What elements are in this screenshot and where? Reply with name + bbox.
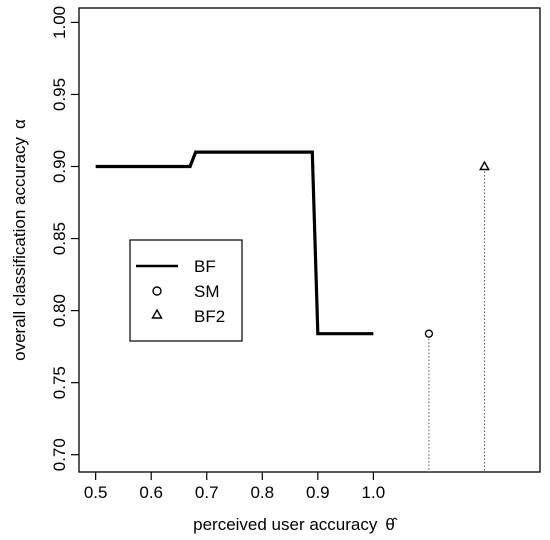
y-tick-label: 0.85: [50, 222, 69, 255]
y-tick-label: 0.90: [50, 150, 69, 183]
legend-sm-label: SM: [194, 282, 220, 301]
x-tick-label: 0.8: [250, 483, 274, 502]
plot-frame: [78, 7, 541, 473]
series-sm-point: [424, 329, 434, 338]
y-tick-label: 0.95: [50, 78, 69, 111]
y-tick-label: 0.75: [50, 366, 69, 399]
x-axis: 0.5 0.6 0.7 0.8 0.9 1.0: [84, 472, 385, 502]
legend-bf2-label: BF2: [194, 307, 225, 326]
x-tick-label: 1.0: [362, 483, 386, 502]
y-tick-label: 0.70: [50, 438, 69, 471]
x-tick-label: 0.9: [306, 483, 330, 502]
y-tick-label: 0.80: [50, 294, 69, 327]
legend-box: [129, 239, 243, 342]
x-axis-title-text: perceived user accuracy: [193, 515, 378, 534]
drop-lines: [428, 171, 485, 472]
legend-bf2-marker: [151, 308, 163, 319]
y-tick-label: 1.00: [50, 6, 69, 39]
x-axis-title-symbol: θ̂: [385, 515, 397, 534]
x-tick-label: 0.7: [195, 483, 219, 502]
legend-bf-label: BF: [194, 257, 216, 276]
y-axis-title-text: overall classification accuracy: [10, 136, 29, 360]
x-tick-label: 0.6: [139, 483, 163, 502]
y-axis-title: overall classification accuracy α: [10, 119, 29, 361]
legend: BF SM BF2: [129, 239, 243, 342]
x-axis-title: perceived user accuracy θ̂: [193, 515, 398, 534]
y-axis-title-symbol: α: [10, 119, 29, 129]
legend-sm-marker: [152, 286, 162, 296]
y-axis: 0.70 0.75 0.80 0.85 0.90 0.95 1.00: [50, 6, 79, 471]
series-bf-line: [95, 150, 374, 336]
series-bf2-point: [479, 160, 490, 171]
x-tick-label: 0.5: [84, 483, 108, 502]
series-layer: [95, 150, 490, 338]
